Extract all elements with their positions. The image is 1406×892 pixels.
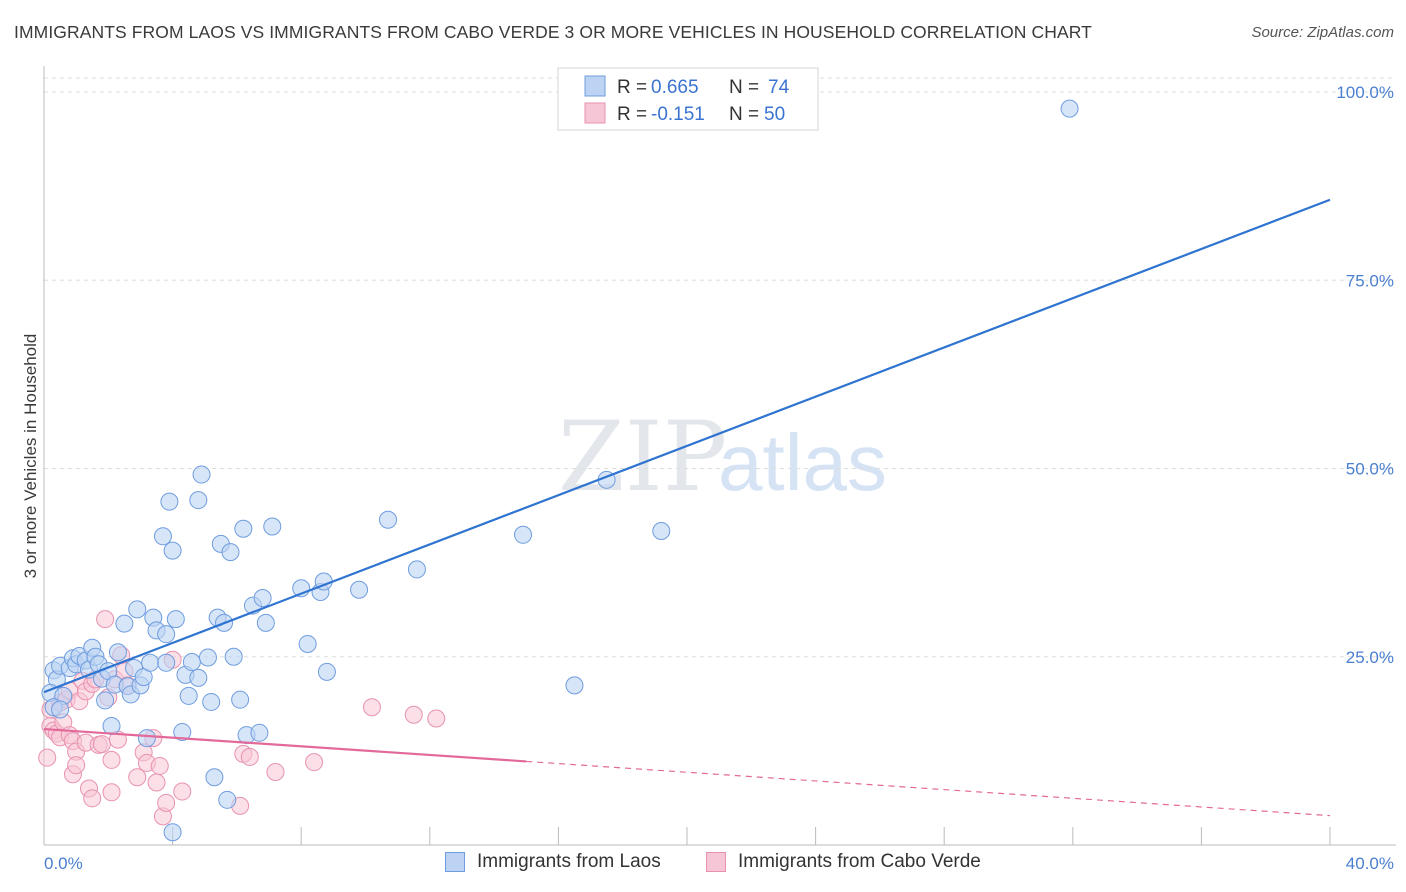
x-tick-label-min: 0.0% (44, 854, 83, 873)
laos-point (224, 647, 243, 666)
cabo-verde-point (128, 768, 147, 787)
cabo-verde-point (92, 735, 111, 754)
laos-point (141, 653, 160, 672)
correlation-legend: R = 0.665 N = 74 R = -0.151 N = 50 (557, 67, 819, 131)
legend-r-value-cabo: -0.151 (651, 104, 705, 125)
y-tick-label: 100.0% (1336, 83, 1394, 102)
source-credit: Source: ZipAtlas.com (1251, 24, 1394, 41)
cabo-verde-point (83, 789, 102, 808)
laos-point (198, 648, 217, 667)
laos-point (317, 662, 336, 681)
y-tick-label: 25.0% (1346, 648, 1394, 667)
laos-point (115, 614, 134, 633)
cabo-verde-point (157, 793, 176, 812)
laos-point (163, 541, 182, 560)
cabo-verde-point (38, 748, 57, 767)
laos-point (189, 668, 208, 687)
y-tick-labels: 25.0% 50.0% 75.0% 100.0% (1336, 83, 1394, 667)
x-tick-label-max: 40.0% (1346, 854, 1394, 873)
laos-point (565, 676, 584, 695)
legend-r-value-laos: 0.665 (651, 77, 699, 98)
laos-point (128, 600, 147, 619)
laos-point (182, 653, 201, 672)
cabo-verde-point (427, 709, 446, 728)
laos-point (51, 700, 70, 719)
laos-point (157, 653, 176, 672)
legend-r-label-cabo: R = (617, 104, 647, 125)
laos-point (379, 510, 398, 529)
laos-point (350, 580, 369, 599)
laos-point (163, 823, 182, 842)
cabo-verde-trend-line (43, 727, 527, 763)
laos-point (205, 768, 224, 787)
cabo-verde-point (67, 756, 86, 775)
laos-point (218, 790, 237, 809)
cabo-verde-point (102, 750, 121, 769)
laos-point (160, 492, 179, 511)
y-tick-label: 50.0% (1346, 460, 1394, 479)
laos-point (179, 686, 198, 705)
watermark-atlas: atlas (718, 418, 887, 507)
legend-label-cabo: Immigrants from Cabo Verde (738, 851, 981, 872)
cabo-verde-point (150, 756, 169, 775)
cabo-verde-trend-extension (526, 760, 1331, 817)
laos-point (256, 613, 275, 632)
chart-title: IMMIGRANTS FROM LAOS VS IMMIGRANTS FROM … (14, 22, 1092, 42)
laos-point (234, 519, 253, 538)
cabo-verde-point (147, 773, 166, 792)
trend-lines (43, 198, 1331, 817)
laos-point (231, 690, 250, 709)
laos-points (41, 99, 1079, 842)
series-legend: Immigrants from Laos Immigrants from Cab… (0, 851, 1406, 879)
y-axis-label: 3 or more Vehicles in Household (21, 334, 40, 579)
cabo-verde-point (362, 698, 381, 717)
legend-swatch-cabo-bottom (706, 852, 726, 872)
laos-point (407, 560, 426, 579)
laos-point (250, 723, 269, 742)
y-tick-label: 75.0% (1346, 271, 1394, 290)
grid (44, 77, 1396, 658)
legend-swatch-laos (584, 75, 606, 97)
legend-n-value-laos: 74 (768, 77, 790, 98)
laos-point (514, 525, 533, 544)
laos-point (192, 465, 211, 484)
legend-n-label-cabo: N = (729, 104, 759, 125)
laos-point (189, 491, 208, 510)
legend-n-label-laos: N = (729, 77, 759, 98)
cabo-verde-point (266, 762, 285, 781)
cabo-verde-point (173, 782, 192, 801)
laos-point (202, 692, 221, 711)
laos-point (253, 589, 272, 608)
laos-point (102, 717, 121, 736)
legend-swatch-cabo (584, 102, 606, 124)
legend-item-cabo[interactable]: Immigrants from Cabo Verde (706, 851, 981, 873)
laos-point (298, 634, 317, 653)
legend-swatch-laos-bottom (445, 852, 465, 872)
laos-point (137, 729, 156, 748)
legend-label-laos: Immigrants from Laos (477, 851, 661, 872)
cabo-verde-point (96, 610, 115, 629)
laos-point (263, 517, 282, 536)
legend-r-label-laos: R = (617, 77, 647, 98)
laos-point (153, 527, 172, 546)
laos-point (157, 625, 176, 644)
laos-point (221, 543, 240, 562)
legend-item-laos[interactable]: Immigrants from Laos (445, 851, 661, 873)
laos-point (652, 522, 671, 541)
cabo-verde-point (240, 747, 259, 766)
laos-point (108, 643, 127, 662)
laos-point (173, 723, 192, 742)
legend-n-value-cabo: 50 (764, 104, 785, 125)
cabo-verde-point (404, 705, 423, 724)
laos-point (96, 691, 115, 710)
cabo-verde-point (305, 753, 324, 772)
cabo-verde-point (102, 783, 121, 802)
x-axis-ticks (43, 827, 1331, 845)
watermark-zip: ZIP (558, 401, 727, 513)
laos-point (166, 610, 185, 629)
laos-trend-line (43, 198, 1331, 694)
laos-point (1060, 99, 1079, 118)
